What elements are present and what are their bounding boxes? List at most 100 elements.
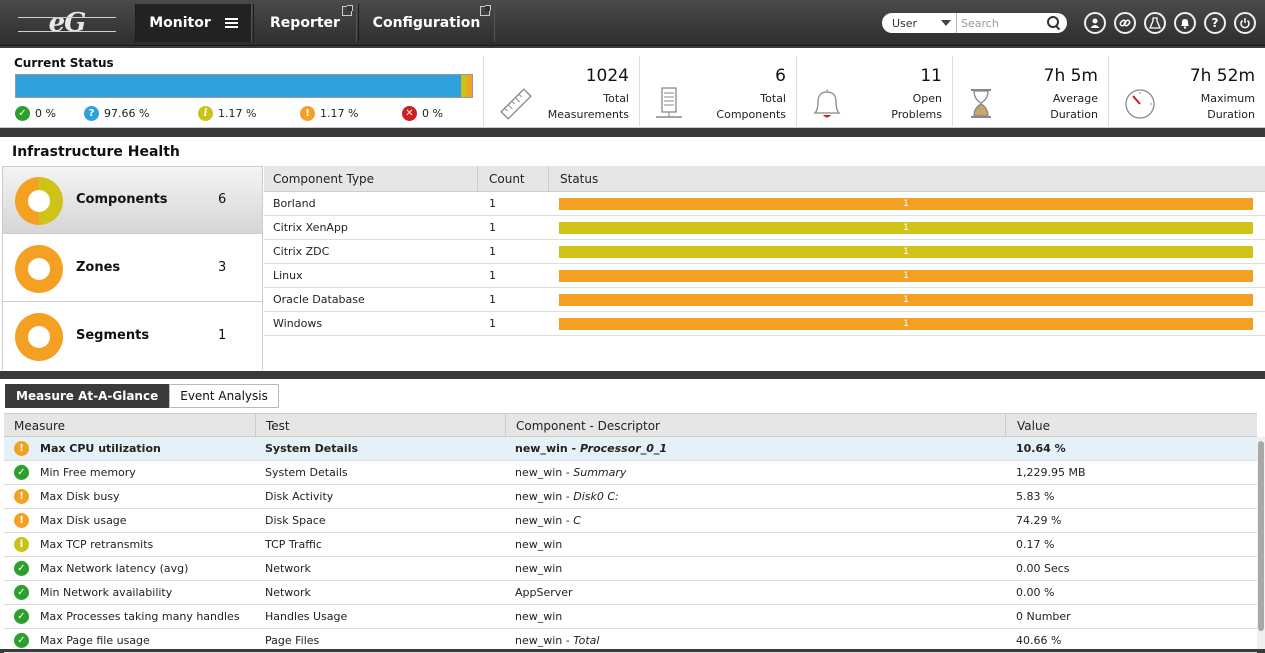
segments-donut-chart: [15, 313, 63, 361]
column-header-measure[interactable]: Measure: [14, 419, 65, 433]
metric-total-components[interactable]: 6 Total Components: [639, 56, 796, 126]
column-divider: [477, 166, 478, 192]
table-row[interactable]: ✓ Min Network availability Network AppServe…: [4, 581, 1257, 605]
table-row[interactable]: ✓ Max Processes taking many handles Handle…: [4, 605, 1257, 629]
column-divider: [1005, 414, 1006, 437]
status-bar-minor-segment: [461, 75, 467, 97]
eg-logo[interactable]: eG: [8, 5, 126, 41]
legend-critical-value: 0 %: [422, 107, 443, 120]
ruler-icon: [500, 88, 532, 120]
table-row[interactable]: ! Max CPU utilization System Details new_wi…: [4, 437, 1257, 461]
component-count: 1: [489, 269, 496, 282]
component-type: Citrix XenApp: [273, 221, 348, 234]
measure-name: Max Page file usage: [40, 634, 150, 647]
component-type: Linux: [273, 269, 303, 282]
metric-label: Total Measurements: [548, 91, 629, 123]
table-row[interactable]: Borland 1 1: [264, 192, 1265, 216]
warning-icon: !: [300, 106, 315, 121]
table-header: Component Type Count Status: [264, 166, 1265, 192]
column-header-component-descriptor[interactable]: Component - Descriptor: [516, 419, 660, 433]
status-bar[interactable]: 1: [559, 222, 1253, 234]
measure-value: 1,229.95 MB: [1016, 466, 1086, 479]
measure-name: Max TCP retransmits: [40, 538, 154, 551]
column-header-value[interactable]: Value: [1017, 419, 1050, 433]
scrollbar-thumb[interactable]: [1258, 441, 1264, 631]
column-header-status[interactable]: Status: [560, 172, 599, 186]
table-row[interactable]: Citrix ZDC 1 1: [264, 240, 1265, 264]
component-name: new_win: [515, 490, 563, 503]
user-profile-icon[interactable]: [1084, 12, 1106, 34]
nav-monitor[interactable]: Monitor: [135, 4, 252, 42]
metric-label: Total Components: [716, 91, 786, 123]
tab-event-analysis[interactable]: Event Analysis: [169, 384, 279, 408]
table-row[interactable]: i Max TCP retransmits TCP Traffic new_win 0.…: [4, 533, 1257, 557]
nav-configuration[interactable]: Configuration: [358, 4, 495, 42]
status-bar[interactable]: 1: [559, 198, 1253, 210]
metric-open-problems[interactable]: 11 Open Problems: [796, 56, 952, 126]
link-icon[interactable]: [1114, 12, 1136, 34]
alert-flask-icon[interactable]: [1144, 12, 1166, 34]
status-bar[interactable]: 1: [559, 294, 1253, 306]
table-row[interactable]: ! Max Disk busy Disk Activity new_win - Dis…: [4, 485, 1257, 509]
hourglass-icon: [971, 89, 991, 118]
component-descriptor: new_win: [515, 562, 562, 575]
table-row[interactable]: Citrix XenApp 1 1: [264, 216, 1265, 240]
column-header-count[interactable]: Count: [489, 172, 525, 186]
bell-icon: [813, 89, 841, 118]
category-zones[interactable]: Zones 3: [3, 235, 262, 302]
server-icon: [656, 87, 682, 118]
legend-normal: ✓ 0 %: [15, 106, 56, 121]
category-name: Components: [76, 192, 168, 207]
status-bar[interactable]: 1: [559, 318, 1253, 330]
notification-bell-icon[interactable]: [1174, 12, 1196, 34]
logo-line: [18, 31, 116, 32]
search-icon[interactable]: [1047, 16, 1061, 30]
table-row[interactable]: ✓ Max Page file usage Page Files new_win - …: [4, 629, 1257, 653]
column-header-component-type[interactable]: Component Type: [273, 172, 375, 186]
table-row[interactable]: ✓ Min Free memory System Details new_win - …: [4, 461, 1257, 485]
measure-panel: Measure At-A-Glance Event Analysis Measu…: [0, 379, 1265, 653]
category-segments[interactable]: Segments 1: [3, 303, 262, 370]
table-row[interactable]: Windows 1 1: [264, 312, 1265, 336]
power-icon[interactable]: [1234, 12, 1256, 34]
search-scope-select[interactable]: User: [882, 13, 957, 33]
nav-reporter[interactable]: Reporter: [253, 4, 357, 42]
check-icon: ✓: [14, 585, 29, 600]
descriptor: Total: [573, 634, 600, 647]
section-divider: [0, 371, 1265, 379]
metric-maximum-duration[interactable]: 7h 52m Maximum Duration: [1108, 56, 1265, 126]
metric-total-measurements[interactable]: 1024 Total Measurements: [483, 56, 639, 126]
measure-name: Min Network availability: [40, 586, 173, 599]
category-name: Zones: [76, 260, 121, 275]
test-name: Handles Usage: [265, 610, 348, 623]
measure-name: Max Disk usage: [40, 514, 127, 527]
component-name: new_win: [515, 442, 568, 455]
category-components[interactable]: Components 6: [3, 167, 262, 234]
metric-label-line1: Total: [760, 92, 786, 105]
metric-label: Average Duration: [1050, 91, 1098, 123]
metric-label-line2: Components: [716, 108, 786, 121]
metric-average-duration[interactable]: 7h 5m Average Duration: [952, 56, 1108, 126]
table-row[interactable]: ! Max Disk usage Disk Space new_win - C 74.2…: [4, 509, 1257, 533]
column-header-test[interactable]: Test: [266, 419, 290, 433]
help-icon[interactable]: ?: [1204, 12, 1226, 34]
category-count: 6: [218, 192, 227, 207]
tab-measure-at-a-glance[interactable]: Measure At-A-Glance: [5, 384, 170, 408]
current-status-bar[interactable]: [15, 74, 473, 98]
menu-icon[interactable]: [224, 18, 238, 28]
status-bar[interactable]: 1: [559, 270, 1253, 282]
chevron-down-icon: [941, 20, 951, 26]
vertical-scrollbar[interactable]: [1257, 437, 1265, 649]
table-row[interactable]: Oracle Database 1 1: [264, 288, 1265, 312]
column-divider: [548, 166, 549, 192]
metric-value: 7h 52m: [1189, 66, 1255, 86]
component-name: new_win: [515, 466, 563, 479]
table-row[interactable]: ✓ Max Network latency (avg) Network new_win…: [4, 557, 1257, 581]
status-bar-major-segment: [466, 75, 472, 97]
table-row[interactable]: Linux 1 1: [264, 264, 1265, 288]
measure-name: Max Network latency (avg): [40, 562, 189, 575]
status-bar[interactable]: 1: [559, 246, 1253, 258]
measure-value: 0.00 %: [1016, 586, 1055, 599]
components-donut-chart: [15, 177, 63, 225]
search-input[interactable]: [957, 16, 1047, 30]
